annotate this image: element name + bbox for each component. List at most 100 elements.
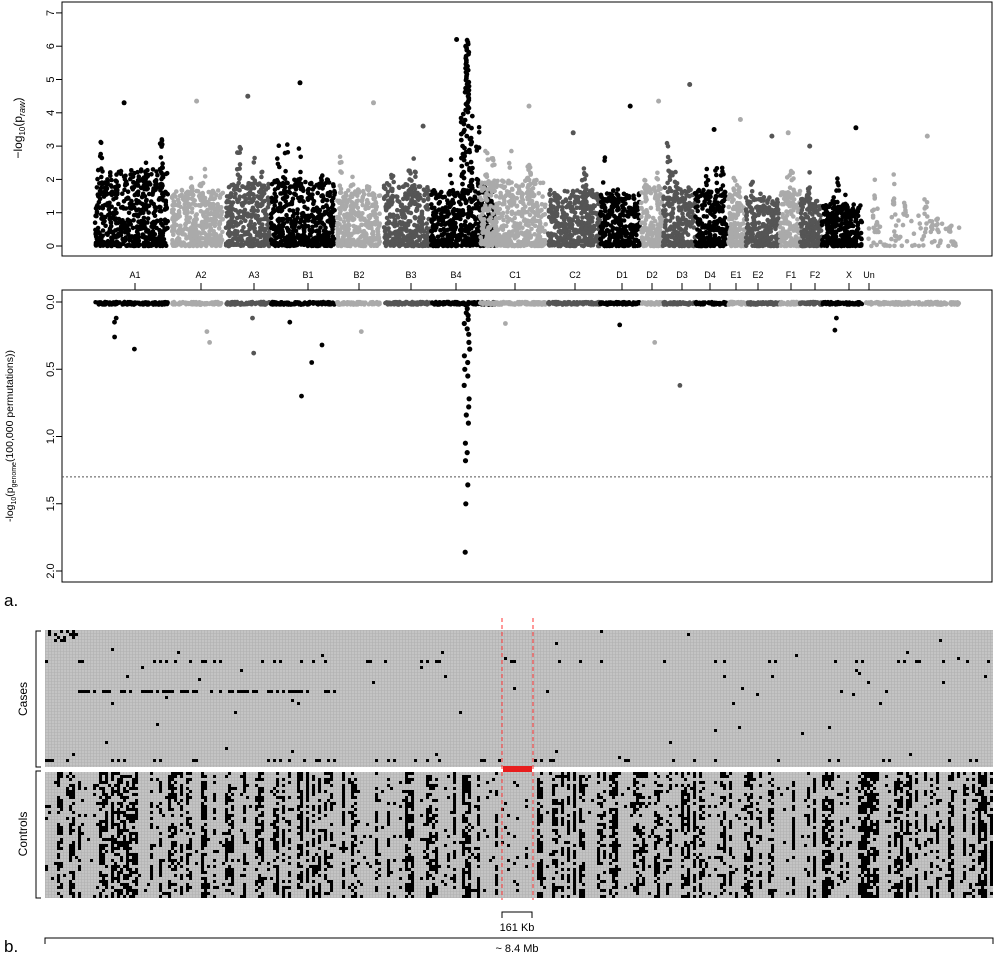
snp-point <box>237 166 242 171</box>
snp-point <box>716 228 721 233</box>
snp-point <box>255 213 261 219</box>
snp-point <box>188 175 194 181</box>
snp-point <box>235 150 240 155</box>
snp-point <box>145 216 151 221</box>
snp-point <box>641 243 646 249</box>
snp-point <box>385 192 390 198</box>
snp-point <box>112 217 118 223</box>
snp-point <box>194 212 199 217</box>
snp-point <box>325 177 331 183</box>
snp-point <box>305 190 311 196</box>
snp-point <box>661 232 667 237</box>
chromosome-points-B4 <box>428 37 498 249</box>
snp-point <box>592 210 598 216</box>
snp-point <box>631 196 636 201</box>
snp-point <box>489 187 495 192</box>
snp-point <box>407 177 412 182</box>
snp-point <box>719 200 724 205</box>
snp-point <box>665 180 670 186</box>
snp-point <box>155 237 160 243</box>
snp-point <box>177 225 183 231</box>
snp-point <box>286 227 291 233</box>
snp-point <box>566 243 571 248</box>
snp-point <box>618 221 624 227</box>
snp-point <box>144 197 149 203</box>
snp-point <box>350 174 355 180</box>
chromosome-points-B3 <box>381 123 433 249</box>
snp-point <box>446 233 451 239</box>
snp-point <box>237 187 242 193</box>
snp-point <box>382 229 388 234</box>
peak-point <box>464 37 470 43</box>
snp-point <box>154 225 159 231</box>
snp-point <box>280 196 286 201</box>
snp-point <box>671 227 677 233</box>
snp-point <box>372 203 378 208</box>
snp-point <box>279 218 284 223</box>
snp-point <box>211 196 216 202</box>
snp-point <box>252 155 257 161</box>
snp-point <box>171 213 177 219</box>
snp-point <box>393 231 398 237</box>
snp-point <box>100 228 106 233</box>
snp-point <box>283 168 288 174</box>
snp-point <box>143 169 148 174</box>
snp-point <box>126 242 132 247</box>
snp-point <box>282 188 288 194</box>
snp-point <box>570 243 575 248</box>
snp-point <box>369 241 375 246</box>
snp-point <box>612 220 618 225</box>
snp-point <box>114 239 120 244</box>
snp-point <box>704 166 710 172</box>
snp-point <box>479 197 484 203</box>
snp-point <box>566 203 572 208</box>
top-y-tick-label: 5 <box>45 76 57 82</box>
snp-point <box>679 191 684 196</box>
chromosome-points-C2 <box>545 130 603 249</box>
snp-point <box>609 194 615 200</box>
snp-point <box>639 229 645 235</box>
snp-point <box>472 196 478 201</box>
snp-point <box>533 240 538 246</box>
chromosome-points-A3 <box>223 93 273 249</box>
snp-point <box>674 195 679 201</box>
snp-point <box>438 216 443 222</box>
snp-point <box>484 191 489 196</box>
snp-point <box>325 190 331 196</box>
snp-point <box>116 201 121 207</box>
snp-point <box>284 194 290 200</box>
snp-point <box>466 210 472 215</box>
snp-point <box>349 193 355 198</box>
snp-point <box>130 225 136 231</box>
snp-point <box>106 207 112 212</box>
snp-point <box>181 241 187 246</box>
snp-point <box>536 227 542 233</box>
snp-point <box>152 213 158 218</box>
snp-point <box>275 206 281 211</box>
snp-point <box>687 202 693 208</box>
snp-point <box>642 185 648 191</box>
peak-point <box>460 181 465 187</box>
snp-point <box>359 197 365 203</box>
chromosome-points-D3 <box>660 82 698 249</box>
snp-point <box>287 190 293 196</box>
snp-point <box>146 191 152 197</box>
snp-point <box>330 234 336 239</box>
top-y-tick-label: 1 <box>45 210 57 216</box>
snp-point <box>337 154 343 159</box>
snp-point <box>524 222 530 228</box>
snp-point <box>108 170 113 175</box>
snp-point <box>247 195 252 201</box>
snp-point <box>683 219 688 225</box>
snp-point <box>437 199 443 205</box>
snp-point <box>349 208 355 214</box>
snp-point <box>116 169 122 175</box>
snp-point <box>108 219 114 225</box>
snp-point <box>447 204 453 210</box>
snp-point <box>506 160 512 166</box>
snp-point <box>662 238 667 244</box>
snp-point <box>375 242 381 247</box>
snp-point <box>282 176 288 181</box>
snp-point <box>700 190 705 196</box>
snp-point <box>220 229 225 235</box>
